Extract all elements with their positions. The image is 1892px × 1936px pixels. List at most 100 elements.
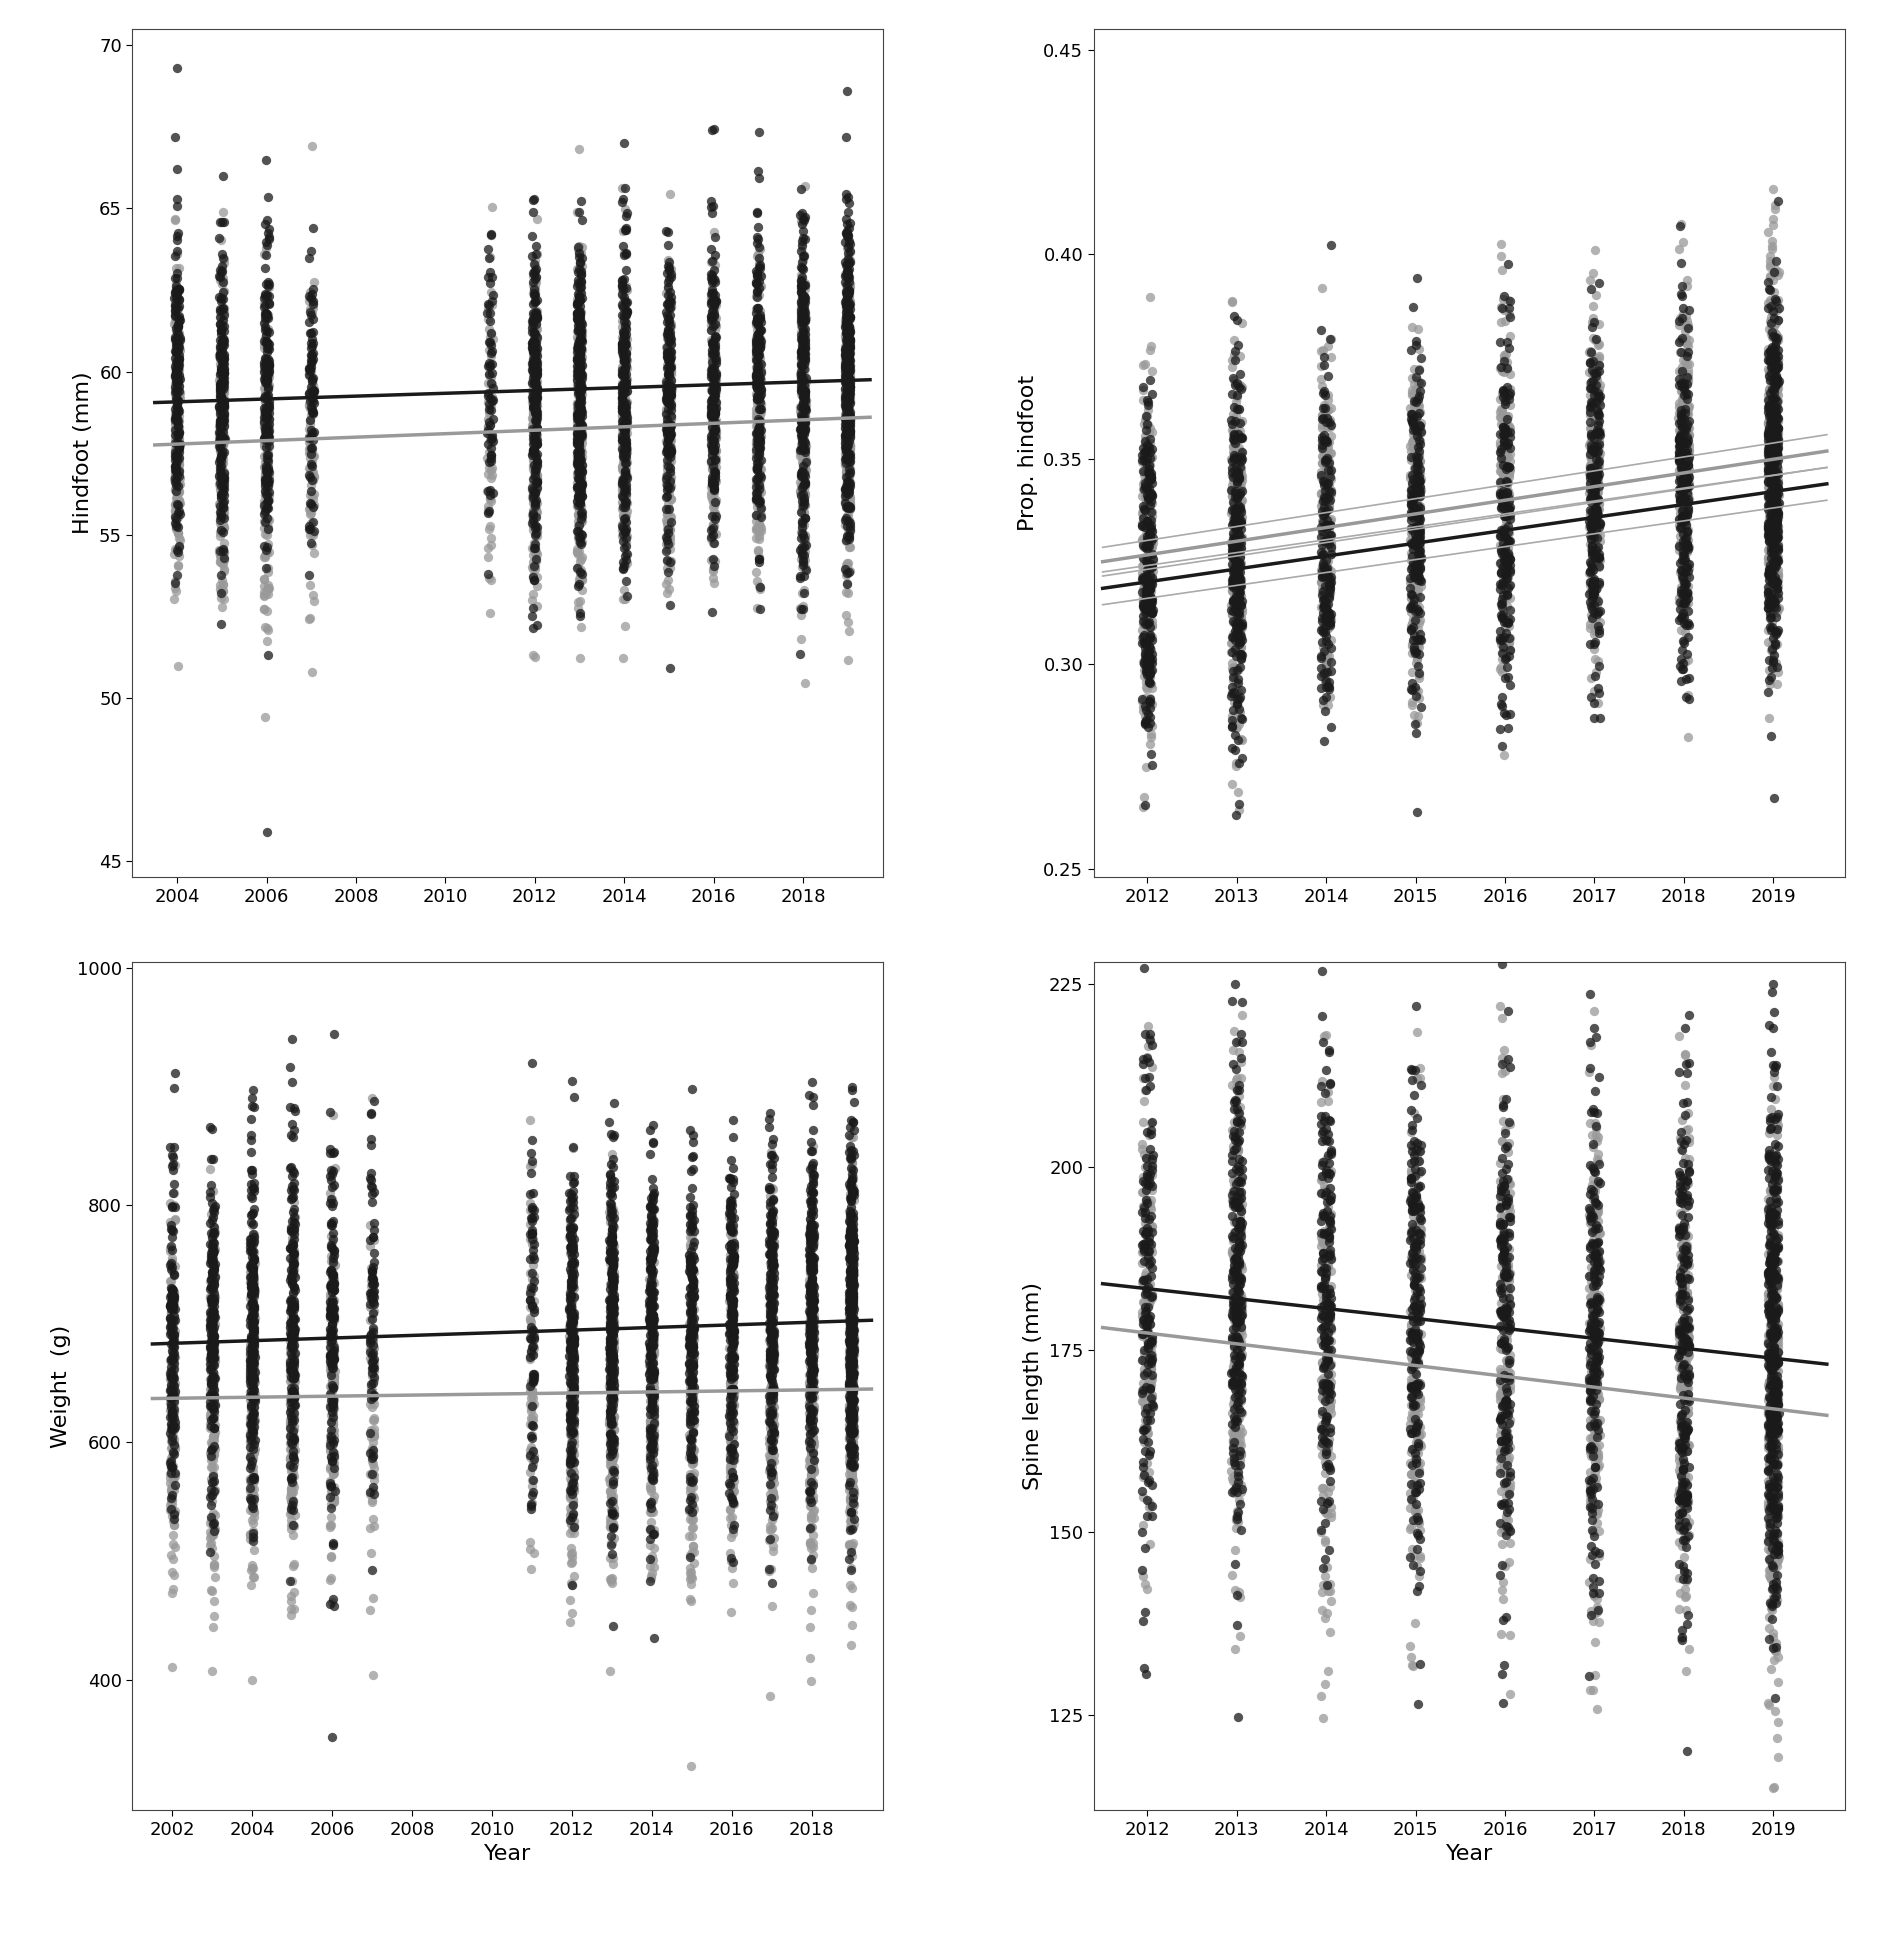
Point xyxy=(1305,1251,1336,1282)
Point xyxy=(1667,1380,1697,1411)
Point xyxy=(677,1489,708,1520)
Point xyxy=(832,279,863,310)
Point xyxy=(832,294,863,325)
Point xyxy=(675,1322,706,1353)
Point xyxy=(208,478,238,509)
Point xyxy=(250,577,280,608)
Point xyxy=(1669,1291,1699,1322)
Point xyxy=(1760,430,1790,461)
Point xyxy=(1576,1365,1606,1396)
Point xyxy=(1584,1255,1614,1286)
Point xyxy=(1313,645,1343,676)
Point xyxy=(1669,602,1699,633)
Point xyxy=(834,1307,865,1338)
Point xyxy=(1128,496,1158,527)
Point xyxy=(1307,447,1338,478)
Point xyxy=(206,383,236,414)
Point xyxy=(1584,1189,1614,1220)
Point xyxy=(744,379,774,410)
Point xyxy=(293,434,324,465)
Point xyxy=(1487,459,1517,490)
Point xyxy=(834,1446,865,1477)
Point xyxy=(250,563,280,594)
Point xyxy=(1491,567,1521,598)
Point xyxy=(759,1407,789,1438)
Point xyxy=(1218,1134,1249,1165)
Point xyxy=(1402,558,1432,589)
Point xyxy=(787,498,817,529)
Point xyxy=(254,513,284,544)
Point xyxy=(1487,1390,1517,1421)
Point xyxy=(475,565,505,596)
Point xyxy=(318,1235,348,1266)
Point xyxy=(744,571,774,602)
Point xyxy=(609,515,639,546)
Point xyxy=(1305,350,1336,381)
Point xyxy=(556,1233,587,1264)
Point xyxy=(1761,385,1792,416)
Point xyxy=(295,405,325,436)
Point xyxy=(1489,1200,1519,1231)
Point xyxy=(278,1456,308,1487)
Point xyxy=(318,1309,348,1340)
Point xyxy=(1665,1171,1695,1202)
Point xyxy=(1760,399,1790,430)
Point xyxy=(163,366,193,397)
Point xyxy=(634,1305,664,1336)
Point xyxy=(236,1347,267,1378)
Point xyxy=(744,389,774,420)
Point xyxy=(1756,414,1786,445)
Point xyxy=(358,1458,388,1489)
Point xyxy=(562,445,592,476)
Point xyxy=(677,1365,708,1396)
Point xyxy=(1402,1398,1432,1429)
Point xyxy=(161,407,191,438)
Point xyxy=(520,298,551,329)
Point xyxy=(836,1411,867,1442)
Point xyxy=(1495,287,1525,318)
Point xyxy=(1220,1282,1251,1313)
Point xyxy=(1576,1378,1606,1409)
Point xyxy=(1131,505,1162,536)
Point xyxy=(204,488,235,519)
Point xyxy=(1763,554,1794,585)
Point xyxy=(208,517,238,548)
Point xyxy=(199,1390,229,1421)
Point xyxy=(1671,323,1701,354)
Point xyxy=(250,360,280,391)
Point xyxy=(675,1466,706,1497)
Point xyxy=(834,385,865,416)
Point xyxy=(358,1582,388,1613)
Point xyxy=(798,1469,829,1500)
Point xyxy=(1217,711,1247,741)
Point xyxy=(1584,436,1614,467)
Point xyxy=(715,1334,745,1365)
Point xyxy=(653,339,683,370)
Point xyxy=(566,393,596,424)
Point xyxy=(566,585,596,616)
Point xyxy=(1754,1417,1784,1448)
Point xyxy=(518,391,549,422)
Point xyxy=(715,1276,745,1307)
Point xyxy=(1495,1305,1525,1336)
Point xyxy=(1402,530,1432,561)
Point xyxy=(832,393,863,424)
Point xyxy=(1305,1485,1336,1516)
Point xyxy=(1756,1208,1786,1239)
Point xyxy=(236,1328,267,1359)
Point xyxy=(1400,1154,1430,1185)
Point xyxy=(1222,1274,1253,1305)
Point xyxy=(834,1243,865,1274)
Point xyxy=(757,1289,787,1320)
Point xyxy=(832,521,863,552)
Point xyxy=(759,1239,789,1270)
Point xyxy=(1128,1134,1158,1165)
Point xyxy=(836,1435,867,1466)
Point xyxy=(518,352,549,383)
Point xyxy=(252,410,282,441)
Point xyxy=(611,296,641,327)
Point xyxy=(1222,1272,1253,1303)
Point xyxy=(1309,474,1340,505)
Point xyxy=(1224,1270,1254,1301)
Point xyxy=(274,1442,305,1473)
